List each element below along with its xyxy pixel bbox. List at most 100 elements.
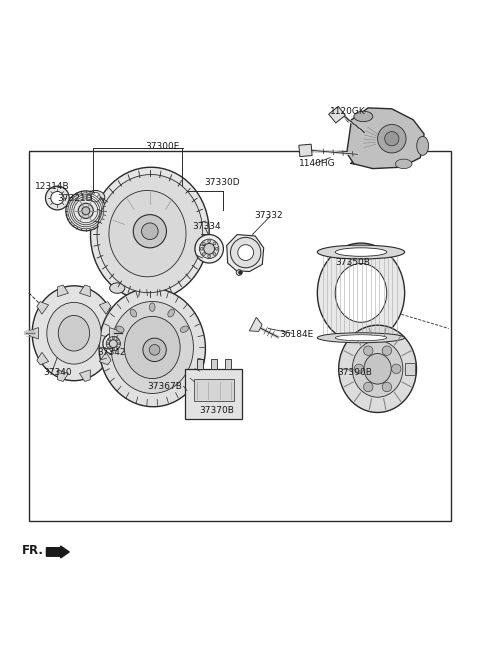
Polygon shape — [329, 106, 346, 123]
Circle shape — [108, 339, 110, 341]
Polygon shape — [37, 302, 48, 314]
Circle shape — [363, 346, 373, 355]
Ellipse shape — [97, 175, 203, 292]
Ellipse shape — [417, 137, 429, 155]
Circle shape — [133, 215, 167, 248]
Circle shape — [116, 339, 118, 341]
Ellipse shape — [335, 263, 387, 323]
Polygon shape — [80, 370, 90, 382]
Text: FR.: FR. — [22, 544, 44, 557]
Circle shape — [78, 203, 94, 218]
Ellipse shape — [354, 111, 373, 122]
Ellipse shape — [47, 302, 101, 364]
Bar — [197, 359, 203, 369]
Circle shape — [204, 243, 215, 254]
Ellipse shape — [335, 335, 387, 341]
Polygon shape — [58, 285, 68, 297]
Circle shape — [203, 253, 205, 256]
Circle shape — [236, 269, 242, 275]
Circle shape — [107, 343, 109, 345]
Text: 37342: 37342 — [97, 348, 126, 357]
Text: 37321D: 37321D — [57, 194, 93, 202]
Circle shape — [208, 240, 211, 242]
Circle shape — [216, 248, 218, 250]
Bar — [29, 150, 451, 520]
Text: 37367B: 37367B — [147, 382, 182, 391]
Ellipse shape — [192, 375, 206, 385]
Ellipse shape — [149, 303, 155, 311]
Circle shape — [200, 239, 219, 258]
Bar — [194, 379, 234, 401]
Text: 37340: 37340 — [43, 368, 72, 376]
Polygon shape — [99, 302, 111, 314]
Ellipse shape — [378, 124, 406, 153]
Bar — [211, 359, 217, 369]
Polygon shape — [99, 352, 111, 365]
Polygon shape — [249, 317, 262, 331]
Circle shape — [143, 338, 166, 361]
Circle shape — [208, 255, 211, 258]
Circle shape — [203, 242, 205, 245]
Circle shape — [82, 207, 90, 215]
Circle shape — [382, 346, 392, 355]
Ellipse shape — [58, 315, 90, 351]
Text: 1120GK: 1120GK — [330, 106, 366, 116]
Ellipse shape — [396, 159, 412, 169]
Text: 37350B: 37350B — [335, 258, 370, 267]
Circle shape — [363, 382, 373, 392]
Ellipse shape — [339, 325, 417, 413]
Polygon shape — [30, 328, 38, 339]
Circle shape — [108, 346, 110, 349]
Polygon shape — [347, 108, 424, 169]
Polygon shape — [58, 370, 68, 382]
Circle shape — [200, 248, 203, 250]
Circle shape — [66, 191, 106, 231]
Bar — [185, 369, 242, 419]
Circle shape — [238, 244, 253, 260]
Circle shape — [112, 348, 114, 350]
Ellipse shape — [364, 353, 391, 384]
Text: 37330D: 37330D — [204, 178, 240, 187]
Ellipse shape — [335, 248, 387, 256]
Polygon shape — [227, 235, 264, 271]
Ellipse shape — [130, 309, 137, 317]
Circle shape — [354, 364, 364, 374]
Circle shape — [118, 343, 120, 345]
Ellipse shape — [109, 191, 186, 277]
Ellipse shape — [99, 288, 205, 407]
Circle shape — [239, 271, 242, 275]
Ellipse shape — [352, 340, 403, 397]
Circle shape — [116, 346, 118, 349]
Circle shape — [213, 253, 216, 256]
Circle shape — [149, 344, 160, 355]
Text: 36184E: 36184E — [279, 330, 313, 339]
Text: 37390B: 37390B — [337, 368, 372, 376]
Ellipse shape — [317, 332, 405, 343]
Polygon shape — [299, 144, 312, 156]
Ellipse shape — [109, 283, 125, 293]
Text: 1140HG: 1140HG — [300, 159, 336, 168]
Circle shape — [103, 333, 124, 354]
Text: 12314B: 12314B — [35, 182, 70, 191]
Ellipse shape — [124, 316, 180, 378]
Ellipse shape — [91, 168, 209, 300]
Circle shape — [91, 193, 100, 202]
Circle shape — [213, 242, 216, 245]
Ellipse shape — [384, 131, 399, 146]
Circle shape — [392, 364, 401, 374]
FancyArrow shape — [47, 546, 69, 558]
Bar — [225, 359, 231, 369]
Text: 37370B: 37370B — [200, 405, 235, 415]
Ellipse shape — [317, 243, 405, 343]
Circle shape — [51, 191, 64, 204]
Polygon shape — [37, 352, 48, 365]
Text: 37334: 37334 — [192, 222, 221, 231]
Ellipse shape — [180, 326, 189, 332]
Circle shape — [195, 235, 223, 263]
Circle shape — [112, 337, 114, 339]
Circle shape — [142, 223, 158, 240]
Ellipse shape — [317, 245, 405, 259]
Polygon shape — [80, 285, 90, 297]
Circle shape — [109, 340, 117, 348]
Ellipse shape — [168, 309, 174, 317]
